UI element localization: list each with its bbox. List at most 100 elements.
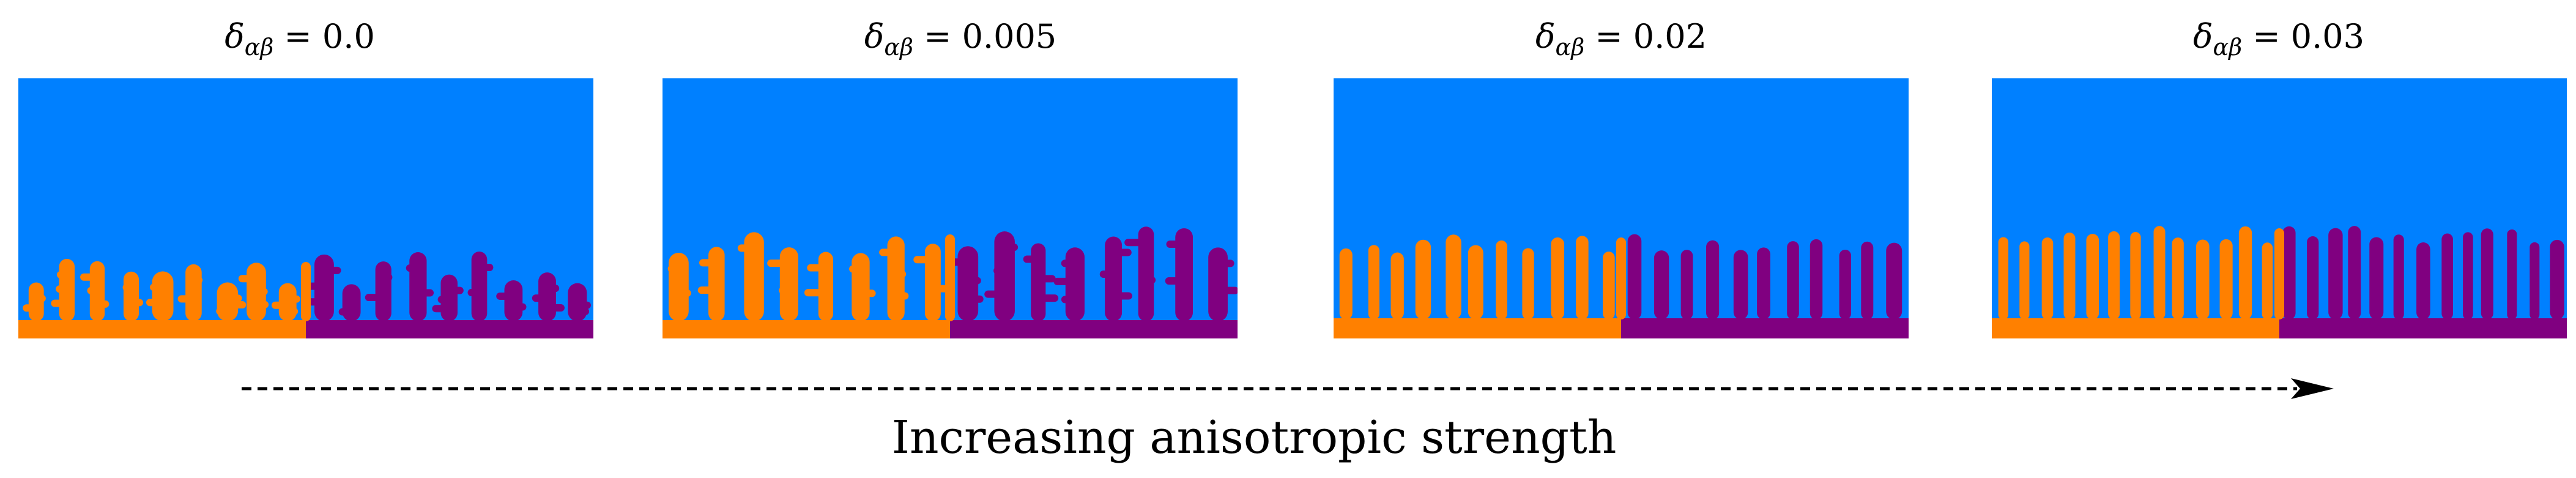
alpha-dendrite — [122, 271, 144, 321]
beta-dendrite — [2530, 242, 2540, 319]
alpha-dendrite — [80, 261, 109, 321]
beta-dendrite — [1680, 250, 1693, 319]
boundary-dendrite — [1616, 237, 1626, 319]
alpha-dendrite — [1551, 237, 1565, 319]
simulation-panel-3 — [1334, 78, 1909, 338]
panel-label-4: δαβ = 0.03 — [2193, 17, 2364, 61]
beta-dendrite — [1839, 249, 1852, 319]
alpha-dendrite — [1415, 239, 1431, 319]
alpha-dendrite — [146, 271, 174, 321]
alpha-dendrite — [2172, 237, 2184, 319]
beta-dendrite — [2481, 228, 2493, 319]
beta-dendrite — [2507, 229, 2517, 319]
alpha-dendrite — [2153, 226, 2166, 319]
beta-dendrite — [1757, 247, 1770, 319]
beta-dendrite — [1810, 239, 1823, 319]
alpha-base — [1992, 318, 2279, 338]
alpha-base — [1334, 318, 1621, 338]
alpha-dendrite — [667, 252, 691, 321]
alpha-dendrite — [804, 252, 833, 321]
alpha-dendrite — [2196, 239, 2210, 319]
caption: Increasing anisotropic strength — [891, 411, 1617, 464]
alpha-dendrite — [2219, 239, 2233, 319]
delta-symbol: δ — [2193, 17, 2213, 56]
alpha-dendrite — [2086, 234, 2099, 319]
panel-label-2: δαβ = 0.005 — [864, 17, 1057, 61]
alpha-dendrite — [1368, 245, 1379, 319]
alpha-dendrite — [51, 258, 75, 321]
alpha-dendrite — [1339, 248, 1353, 319]
beta-dendrite — [1208, 247, 1238, 321]
beta-dendrite — [2282, 226, 2296, 319]
alpha-dendrite — [1446, 234, 1461, 319]
beta-base — [1621, 318, 1909, 338]
panel-label-1: δαβ = 0.0 — [225, 17, 375, 61]
alpha-dendrite — [697, 247, 725, 321]
alpha-dendrite — [1576, 236, 1589, 319]
beta-dendrite — [984, 231, 1019, 321]
delta-symbol: δ — [864, 17, 885, 56]
beta-dendrite — [2416, 242, 2430, 319]
simulation-panel-4 — [1992, 78, 2567, 338]
beta-dendrite — [432, 274, 464, 321]
beta-dendrite — [305, 254, 341, 321]
subscript: αβ — [244, 34, 274, 61]
alpha-dendrite — [2041, 237, 2054, 319]
beta-dendrite — [2550, 239, 2564, 319]
beta-dendrite — [568, 283, 591, 321]
beta-dendrite — [406, 252, 434, 321]
alpha-dendrite — [1998, 237, 2009, 319]
beta-dendrite — [1861, 241, 1874, 319]
boundary-dendrite — [945, 234, 955, 321]
alpha-dendrite — [849, 253, 876, 321]
beta-dendrite — [2441, 233, 2453, 319]
alpha-dendrite — [23, 282, 46, 321]
alpha-dendrite — [271, 283, 300, 321]
beta-dendrite — [365, 261, 393, 321]
boundary-dendrite — [2274, 228, 2284, 319]
beta-dendrite — [1886, 242, 1902, 319]
alpha-dendrite — [216, 282, 247, 321]
alpha-dendrite — [2262, 242, 2273, 319]
beta-dendrite — [2328, 228, 2343, 319]
beta-dendrite — [1023, 243, 1059, 321]
beta-dendrite — [1654, 250, 1669, 319]
beta-dendrite — [2393, 234, 2404, 319]
subscript: αβ — [2213, 34, 2243, 61]
alpha-dendrite — [1522, 248, 1534, 319]
alpha-dendrite — [879, 236, 909, 321]
beta-dendrite — [1787, 241, 1799, 319]
beta-dendrite — [1165, 228, 1193, 321]
beta-dendrite — [1733, 250, 1748, 319]
simulation-panel-2 — [663, 78, 1238, 338]
beta-dendrite — [951, 246, 984, 321]
beta-dendrite — [467, 252, 494, 321]
alpha-dendrite — [767, 247, 798, 321]
delta-symbol: δ — [225, 17, 245, 56]
alpha-dendrite — [1390, 252, 1404, 319]
alpha-dendrite — [1496, 240, 1507, 319]
arrow-head — [2291, 378, 2334, 399]
delta-symbol: δ — [1535, 17, 1556, 56]
subscript: αβ — [884, 34, 913, 61]
beta-base — [950, 320, 1238, 338]
beta-base — [2279, 318, 2567, 338]
alpha-dendrite — [2019, 241, 2030, 319]
alpha-dendrite — [238, 263, 269, 321]
beta-dendrite — [1124, 226, 1156, 321]
delta-value: 0.0 — [322, 17, 375, 56]
alpha-dendrite — [2063, 233, 2076, 319]
alpha-base — [18, 320, 306, 338]
alpha-dendrite — [1603, 252, 1615, 319]
beta-dendrite — [2463, 232, 2473, 319]
beta-dendrite — [1706, 240, 1720, 319]
beta-dendrite — [1053, 247, 1085, 321]
simulation-panel-1 — [18, 78, 593, 338]
delta-value: 0.005 — [962, 17, 1057, 56]
beta-dendrite — [1099, 236, 1132, 321]
delta-value: 0.03 — [2290, 17, 2364, 56]
boundary-dendrite — [301, 262, 311, 321]
alpha-dendrite — [2238, 226, 2252, 319]
beta-dendrite — [496, 280, 527, 321]
alpha-base — [663, 320, 950, 338]
